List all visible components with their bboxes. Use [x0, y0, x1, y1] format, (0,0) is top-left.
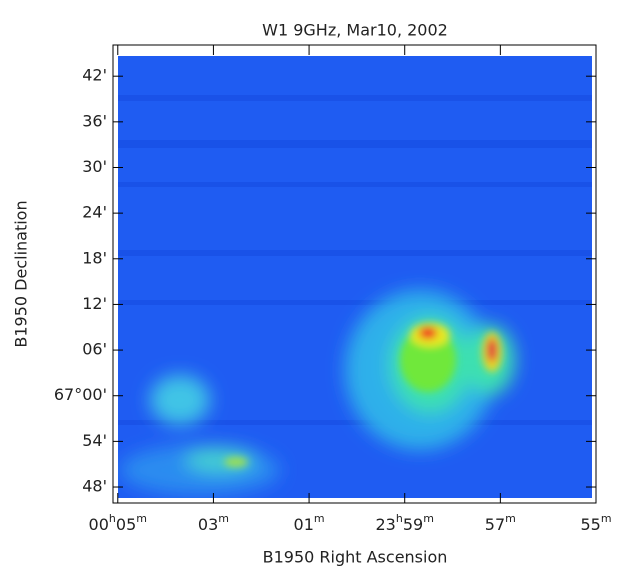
x-tick-label: 55m — [580, 512, 611, 534]
y-tick-label: 24' — [82, 203, 107, 222]
radio-map — [118, 56, 592, 498]
y-axis-label: B1950 Declination — [12, 200, 31, 347]
y-tick-label: 12' — [82, 294, 107, 313]
y-tick-label: 18' — [82, 248, 107, 267]
y-tick-label: 36' — [82, 111, 107, 130]
y-tick-label: 67°00' — [54, 385, 107, 404]
x-tick-label: 01m — [294, 512, 325, 534]
y-tick-label: 06' — [82, 340, 107, 359]
x-tick-label: 57m — [485, 512, 516, 534]
x-tick-label: 23h59m — [375, 512, 433, 534]
chart-title: W1 9GHz, Mar10, 2002 — [262, 21, 448, 40]
y-tick-label: 30' — [82, 157, 107, 176]
y-tick-label: 48' — [82, 477, 107, 496]
x-tick-label: 03m — [198, 512, 229, 534]
y-tick-label: 42' — [82, 66, 107, 85]
y-tick-label: 54' — [82, 431, 107, 450]
x-axis-label: B1950 Right Ascension — [263, 548, 448, 567]
x-tick-label: 00h05m — [89, 512, 147, 534]
plot-frame — [112, 44, 597, 504]
